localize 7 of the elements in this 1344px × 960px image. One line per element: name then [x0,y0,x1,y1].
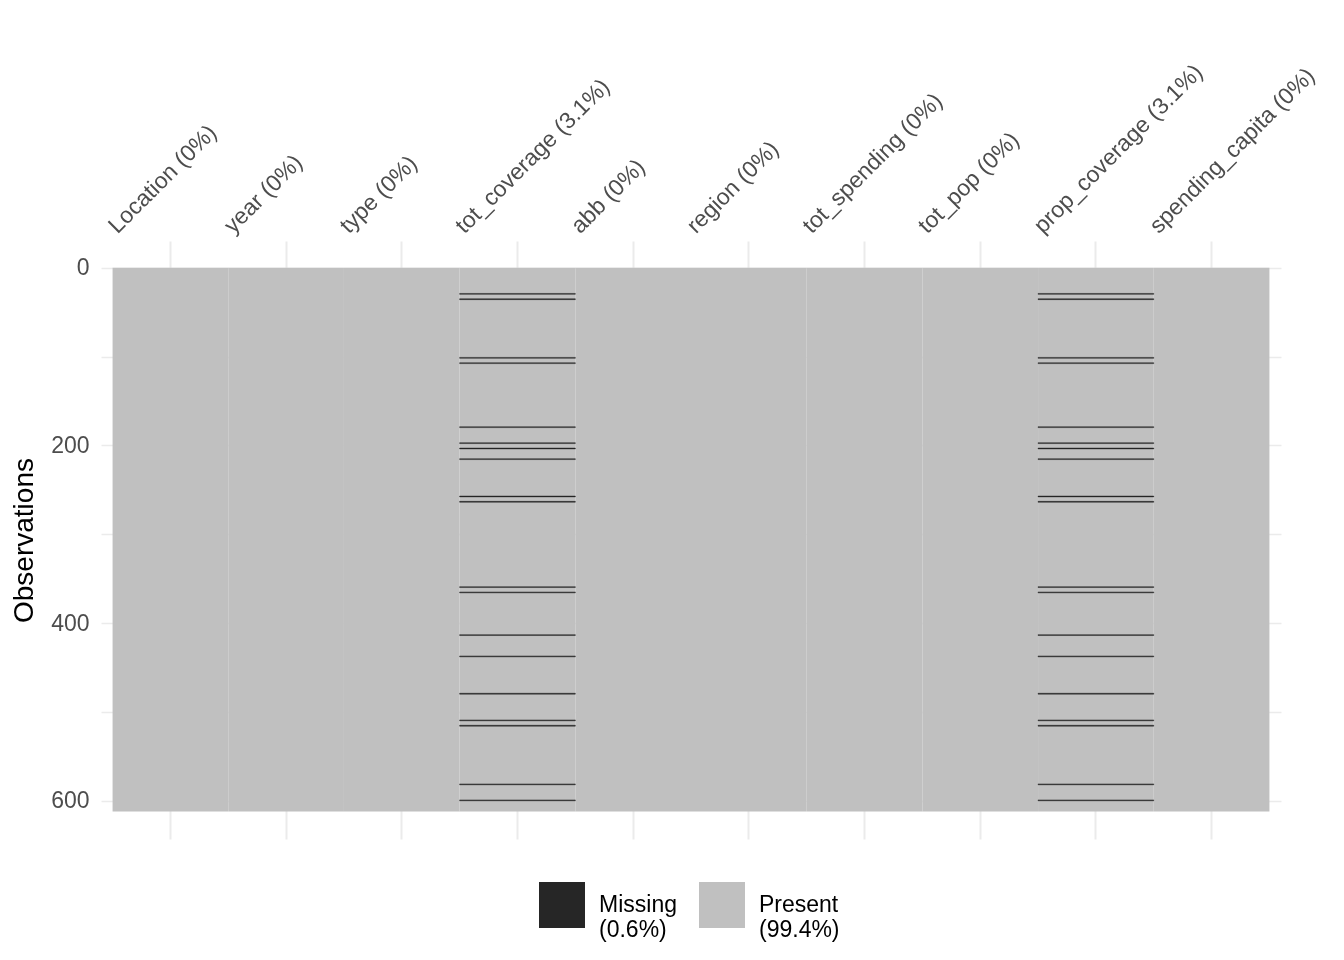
y-tick-label: 400 [51,609,90,636]
y-axis-title: Observations [8,458,40,623]
y-tick-label: 600 [51,787,90,814]
y-tick-label: 200 [51,431,90,458]
legend-label: Missing (0.6%) [599,891,677,942]
legend-label: Present (99.4%) [759,891,840,942]
y-tick-label: 0 [76,254,90,281]
